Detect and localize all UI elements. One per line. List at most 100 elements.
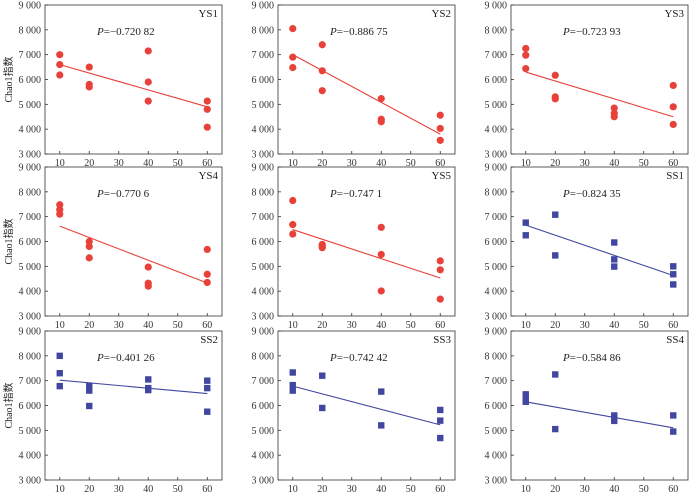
y-tick-label: 5 000 — [252, 100, 275, 111]
trend-line — [525, 224, 674, 277]
y-tick-label: 6 000 — [485, 237, 508, 248]
data-point — [377, 250, 385, 259]
y-tick-label: 5 000 — [485, 426, 508, 437]
y-tick-label: 4 000 — [252, 125, 275, 136]
y-tick-label: 8 000 — [252, 351, 275, 362]
y-tick-label: 8 000 — [485, 25, 508, 36]
x-tick-label: 30 — [114, 484, 124, 495]
data-point — [437, 406, 444, 414]
data-point — [552, 252, 559, 259]
y-tick-label: 7 000 — [252, 376, 275, 387]
data-point — [377, 95, 385, 103]
data-point — [56, 352, 63, 360]
data-point — [522, 44, 530, 53]
y-axis-label: Chao1指数 — [2, 56, 15, 102]
data-point — [203, 245, 211, 254]
y-tick-label: 7 000 — [19, 50, 42, 61]
y-tick-label: 8 000 — [485, 351, 508, 362]
y-tick-label: 6 000 — [19, 75, 42, 86]
y-tick-label: 8 000 — [19, 351, 42, 362]
data-point — [669, 103, 677, 111]
p-value-label: P=−0.747 1 — [329, 188, 382, 200]
y-tick-label: 8 000 — [252, 187, 275, 198]
data-point — [319, 404, 326, 412]
x-tick-label: 30 — [347, 484, 357, 495]
x-tick-label: 60 — [435, 484, 445, 495]
y-tick-label: 6 000 — [485, 75, 508, 86]
data-point — [86, 387, 93, 394]
data-point — [611, 417, 618, 425]
data-point — [378, 422, 385, 429]
x-tick-label: 40 — [609, 484, 619, 495]
x-tick-label: 20 — [84, 320, 94, 331]
data-point — [436, 111, 444, 119]
x-tick-label: 30 — [347, 320, 357, 331]
y-tick-label: 5 000 — [252, 426, 275, 437]
data-point — [378, 388, 385, 395]
subplot-ys3: 3 000 4 000 5 000 6 000 7 000 8 000 9 000 10 20 3… — [485, 1, 689, 169]
x-tick-label: 10 — [55, 484, 65, 495]
panel-title: YS1 — [198, 8, 218, 20]
x-tick-label: 40 — [376, 158, 386, 169]
data-point — [436, 136, 444, 144]
data-point — [203, 123, 211, 131]
y-tick-label: 3 000 — [252, 312, 275, 323]
data-point — [522, 219, 529, 226]
data-point — [377, 118, 385, 126]
data-point — [289, 230, 297, 238]
data-point — [56, 370, 63, 377]
x-tick-label: 50 — [406, 484, 416, 495]
data-point — [670, 281, 677, 288]
y-tick-label: 9 000 — [252, 163, 275, 174]
x-tick-label: 60 — [435, 158, 445, 169]
subplot-ys5: 3 000 4 000 5 000 6 000 7 000 8 000 9 000 10 20 3… — [252, 163, 456, 331]
x-tick-label: 10 — [288, 158, 298, 169]
data-point — [289, 63, 297, 72]
y-tick-label: 9 000 — [19, 163, 42, 174]
x-tick-label: 20 — [550, 320, 560, 331]
data-point — [669, 81, 677, 90]
x-tick-label: 50 — [173, 320, 183, 331]
x-tick-label: 60 — [668, 158, 678, 169]
data-point — [437, 434, 444, 442]
data-point — [551, 71, 559, 79]
data-point — [144, 97, 152, 105]
trend-line — [59, 379, 208, 395]
y-tick-label: 5 000 — [485, 100, 508, 111]
data-point — [610, 104, 618, 112]
data-point — [436, 295, 444, 303]
data-point — [289, 221, 297, 229]
data-point — [144, 47, 152, 55]
x-tick-label: 20 — [550, 158, 560, 169]
y-tick-label: 4 000 — [485, 125, 508, 136]
x-tick-label: 50 — [406, 320, 416, 331]
x-tick-label: 30 — [580, 158, 590, 169]
x-tick-label: 20 — [317, 158, 327, 169]
data-point — [203, 97, 211, 105]
data-point — [552, 371, 559, 378]
y-tick-label: 3 000 — [252, 476, 275, 487]
y-tick-label: 5 000 — [19, 100, 42, 111]
x-tick-label: 50 — [639, 484, 649, 495]
x-tick-label: 20 — [84, 484, 94, 495]
x-tick-label: 60 — [668, 320, 678, 331]
trend-line — [59, 64, 208, 108]
data-point — [203, 270, 211, 278]
y-tick-label: 6 000 — [19, 237, 42, 248]
p-value-label: P=−0.742 42 — [329, 352, 388, 364]
trend-line — [292, 385, 441, 426]
data-point — [144, 78, 152, 86]
trend-line — [525, 71, 674, 118]
p-value-label: P=−0.824 35 — [562, 188, 621, 200]
y-tick-label: 4 000 — [485, 451, 508, 462]
y-tick-label: 6 000 — [252, 75, 275, 86]
x-tick-label: 30 — [580, 320, 590, 331]
y-tick-label: 3 000 — [19, 476, 42, 487]
subplot-ss3: 3 000 4 000 5 000 6 000 7 000 8 000 9 000 10 20 3… — [252, 327, 456, 497]
x-tick-label: 40 — [376, 484, 386, 495]
y-tick-label: 9 000 — [19, 1, 42, 12]
panel-title: YS5 — [431, 170, 451, 182]
p-value-label: P=−0.723 93 — [562, 26, 621, 38]
data-point — [669, 120, 677, 129]
data-point — [436, 266, 444, 274]
